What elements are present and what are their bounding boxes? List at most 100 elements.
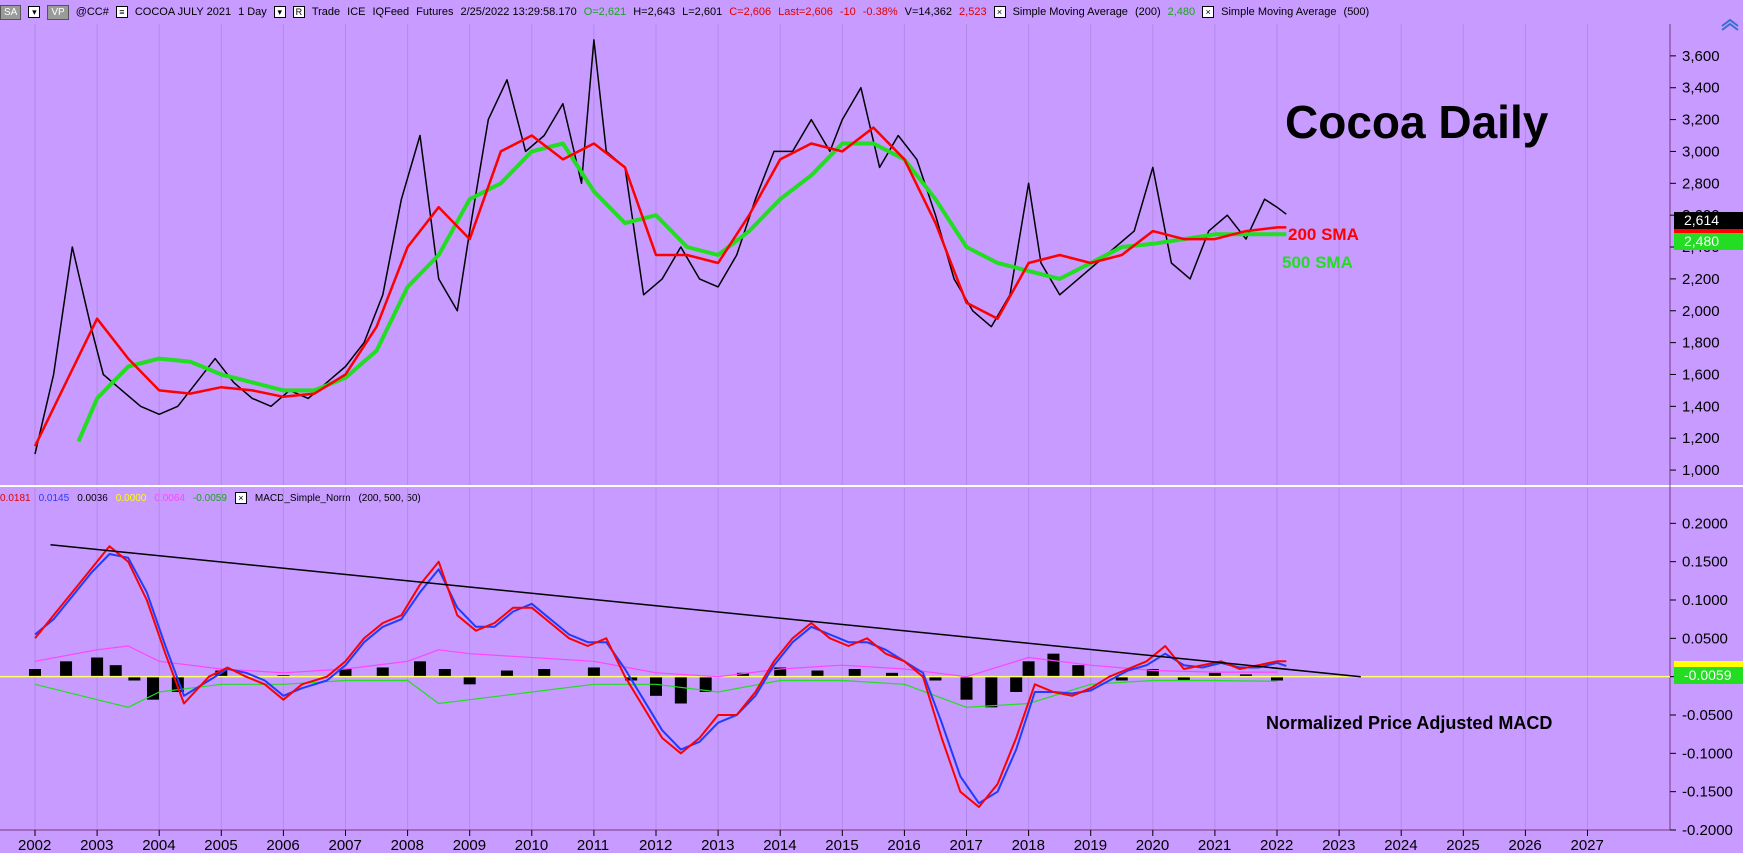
macd-tick-label-5: -0.0500	[1682, 707, 1733, 724]
price-tick-label-12: 3,400	[1682, 80, 1720, 97]
year-tick-label-2002: 2002	[18, 837, 51, 853]
histogram-bar-22	[774, 667, 787, 677]
histogram-bar-5	[146, 676, 159, 700]
year-tick-label-2021: 2021	[1198, 837, 1231, 853]
r-button[interactable]: R	[292, 6, 305, 18]
sma200-period: (200)	[1134, 6, 1161, 18]
macd-study-label[interactable]: MACD_Simple_Norm	[254, 492, 351, 504]
sma500-header-value: 2,480	[1167, 6, 1196, 18]
macd-value-5: 0.0064	[154, 492, 185, 504]
sa-button[interactable]: SA	[0, 4, 22, 20]
symbol-menu-icon[interactable]: ≡	[115, 6, 128, 18]
histogram-bar-20	[699, 676, 712, 692]
interval-dropdown-icon[interactable]: ▾	[273, 6, 286, 18]
year-tick-label-2011: 2011	[577, 837, 609, 853]
sma200-header-value: 2,523	[959, 6, 987, 18]
year-tick-label-2020: 2020	[1136, 837, 1169, 853]
price-tick-label-13: 3,600	[1682, 48, 1720, 65]
exchange-label: ICE	[347, 6, 366, 18]
histogram-bar-8	[277, 675, 290, 677]
macd-panel-grid	[34, 488, 1588, 830]
last-value: Last=2,606	[778, 6, 833, 18]
histogram-bar-9	[339, 669, 352, 677]
sa-dropdown-icon[interactable]: ▾	[28, 6, 41, 18]
year-tick-label-2006: 2006	[266, 837, 299, 853]
price-tick-label-2: 1,400	[1682, 398, 1720, 415]
year-tick-label-2012: 2012	[639, 837, 672, 853]
year-tick-label-2004: 2004	[142, 837, 175, 853]
histogram-bar-35	[1177, 676, 1190, 681]
price-tick-label-5: 2,000	[1682, 303, 1720, 320]
last-price-badge: 2,614	[1674, 212, 1743, 229]
price-tick-label-4: 1,800	[1682, 335, 1720, 352]
chart-navigator-icon[interactable]	[1721, 18, 1739, 31]
close-sma500-icon[interactable]: ×	[1202, 6, 1215, 18]
macd-blue-line	[34, 553, 1287, 805]
price-tick-label-3: 1,600	[1682, 366, 1720, 383]
year-tick-label-2005: 2005	[204, 837, 237, 853]
year-tick-label-2013: 2013	[701, 837, 734, 853]
histogram-bar-19	[674, 676, 687, 704]
histogram-bar-2	[91, 657, 104, 677]
year-tick-label-2023: 2023	[1322, 837, 1355, 853]
price-panel-grid	[34, 24, 1588, 486]
macd-tick-label-2: 0.1000	[1682, 592, 1728, 609]
macd-tick-label-7: -0.1500	[1682, 784, 1733, 801]
histogram-bar-30	[1022, 661, 1035, 677]
sma500-price-badge: 2,480	[1674, 233, 1743, 250]
feed-label: IQFeed	[372, 6, 410, 18]
change-value: -10	[839, 6, 856, 18]
histogram-bar-32	[1072, 665, 1085, 677]
interval-label[interactable]: 1 Day	[238, 6, 267, 18]
year-tick-label-2008: 2008	[391, 837, 424, 853]
macd-value-4: 0.0000	[115, 492, 147, 504]
year-tick-label-2019: 2019	[1074, 837, 1107, 853]
histogram-bar-26	[929, 676, 942, 681]
histogram-bar-37	[1239, 674, 1252, 677]
histogram-bar-31	[1047, 653, 1060, 677]
trade-label[interactable]: Trade	[311, 6, 341, 18]
histogram-bar-24	[848, 669, 861, 677]
last-price-badge-text: 2,614	[1684, 212, 1719, 228]
macd-red-line	[34, 545, 1287, 808]
close-macd-icon[interactable]: ×	[234, 492, 247, 504]
histogram-bar-0	[29, 669, 41, 677]
symbol-label[interactable]: @CC#	[75, 6, 109, 18]
histogram-bar-34	[1146, 669, 1159, 677]
low-value: L=2,601	[682, 6, 723, 18]
histogram-bar-3	[109, 665, 122, 677]
histogram-bar-13	[463, 676, 476, 685]
histogram-bar-18	[650, 676, 662, 696]
macd-tick-label-0: 0.2000	[1682, 515, 1728, 532]
year-tick-label-2024: 2024	[1384, 837, 1417, 853]
change-pct-value: -0.38%	[862, 6, 898, 18]
histogram-bar-25	[885, 672, 898, 677]
macd-value-badge: -0.0059	[1674, 661, 1743, 684]
price-tick-label-11: 3,200	[1682, 112, 1720, 129]
close-sma200-icon[interactable]: ×	[993, 6, 1006, 18]
macd-series	[0, 544, 1670, 808]
macd-value-1: 0.0181	[0, 492, 31, 504]
sma500-period: (500)	[1343, 6, 1370, 18]
signal-magenta-line	[34, 645, 1277, 678]
macd-value-3: 0.0036	[77, 492, 108, 504]
price-tick-label-9: 2,800	[1682, 175, 1720, 192]
chart-title: Cocoa Daily	[1285, 96, 1549, 148]
histogram-bar-28	[985, 676, 998, 708]
price-tick-label-0: 1,000	[1682, 462, 1720, 479]
histogram-bar-29	[1010, 676, 1023, 692]
datetime-label: 2/25/2022 13:29:58.170	[460, 6, 577, 18]
year-tick-label-2014: 2014	[763, 837, 796, 853]
macd-tick-label-8: -0.2000	[1682, 822, 1733, 839]
year-tick-label-2017: 2017	[950, 837, 983, 853]
macd-tick-label-3: 0.0500	[1682, 630, 1728, 647]
year-tick-label-2007: 2007	[329, 837, 362, 853]
sma200-study-label[interactable]: Simple Moving Average	[1012, 6, 1128, 18]
macd-value-2: 0.0145	[38, 492, 70, 504]
year-tick-label-2010: 2010	[515, 837, 548, 853]
description-label: COCOA JULY 2021	[134, 6, 232, 18]
sma200-annotation: 200 SMA	[1288, 225, 1359, 244]
vp-button[interactable]: VP	[47, 4, 69, 20]
sma500-study-label[interactable]: Simple Moving Average	[1221, 6, 1337, 18]
